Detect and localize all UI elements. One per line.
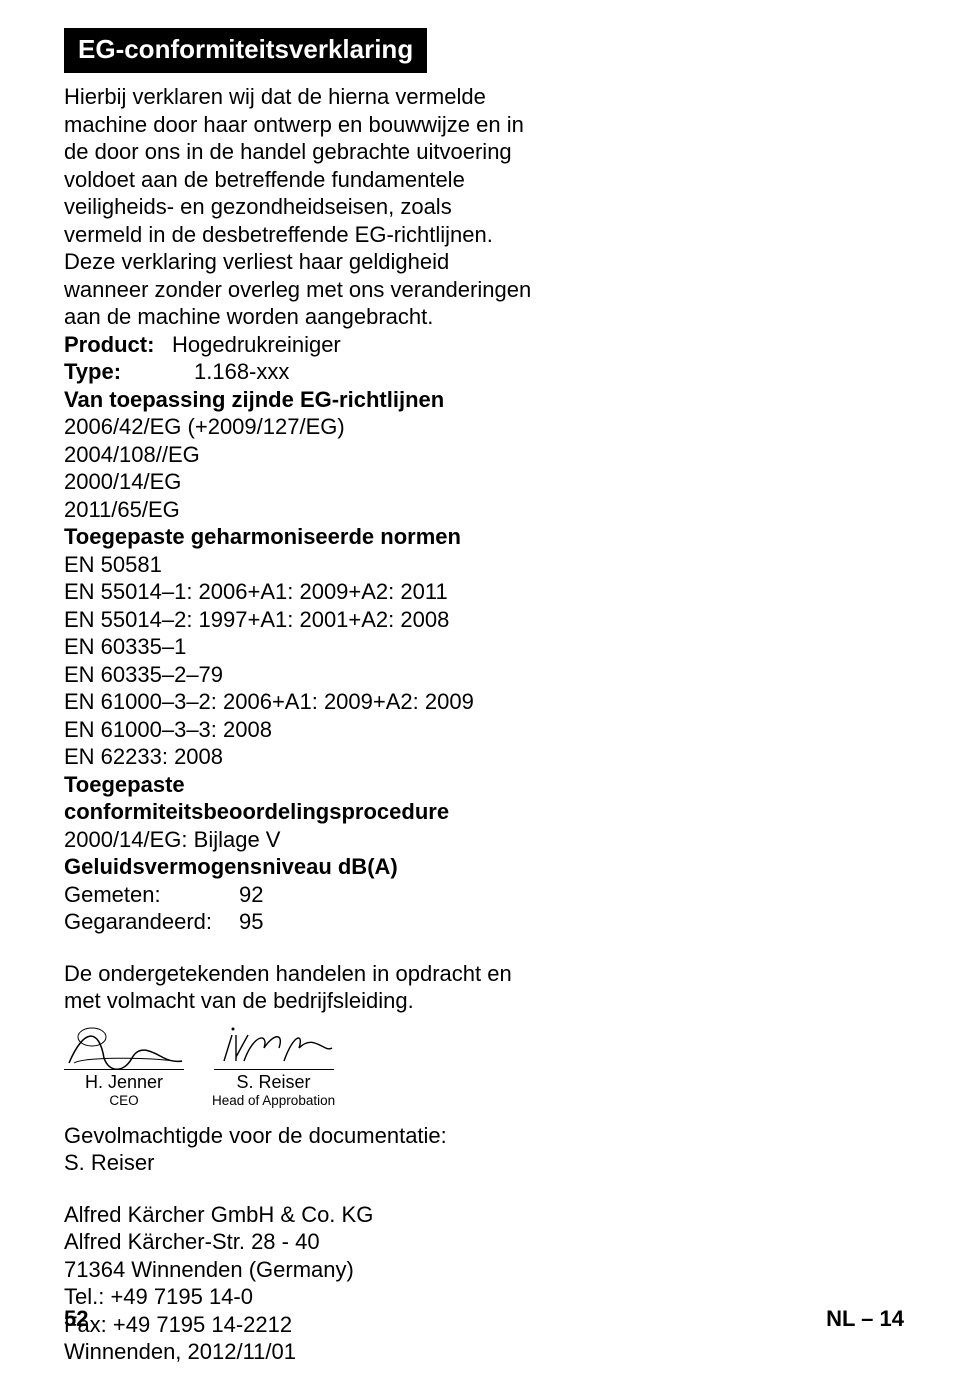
directive-item: 2000/14/EG	[64, 468, 534, 496]
signature-row: H. Jenner CEO S. Reiser Head of Approbat…	[64, 1023, 534, 1110]
guaranteed-label: Gegarandeerd:	[64, 908, 239, 936]
signature-right: S. Reiser Head of Approbation	[212, 1023, 335, 1110]
directives-label: Van toepassing zijnde EG-richtlijnen	[64, 386, 534, 414]
norm-item: EN 60335–1	[64, 633, 534, 661]
address-line: 71364 Winnenden (Germany)	[64, 1256, 534, 1284]
signer-name: H. Jenner	[64, 1069, 184, 1094]
doc-rep-name: S. Reiser	[64, 1149, 534, 1177]
norm-item: EN 62233: 2008	[64, 743, 534, 771]
type-value: 1.168-xxx	[194, 358, 289, 386]
signature-left: H. Jenner CEO	[64, 1023, 184, 1110]
proc-value: 2000/14/EG: Bijlage V	[64, 826, 534, 854]
sound-label: Geluidsvermogensniveau dB(A)	[64, 853, 534, 881]
type-label: Type:	[64, 358, 194, 386]
product-label: Product:	[64, 331, 172, 359]
norm-item: EN 61000–3–2: 2006+A1: 2009+A2: 2009	[64, 688, 534, 716]
norm-item: EN 60335–2–79	[64, 661, 534, 689]
signer-name: S. Reiser	[214, 1069, 334, 1094]
section-heading: EG-conformiteitsverklaring	[64, 28, 427, 73]
page-footer: 52 NL – 14	[64, 1306, 904, 1332]
signature-icon	[64, 1023, 184, 1069]
norm-item: EN 55014–1: 2006+A1: 2009+A2: 2011	[64, 578, 534, 606]
measured-label: Gemeten:	[64, 881, 239, 909]
doc-rep-label: Gevolmachtigde voor de documentatie:	[64, 1122, 534, 1150]
page-number: 52	[64, 1306, 88, 1332]
signer-title: Head of Approbation	[212, 1093, 335, 1110]
address-line: Alfred Kärcher-Str. 28 - 40	[64, 1228, 534, 1256]
signer-title: CEO	[109, 1093, 138, 1110]
product-value: Hogedrukreiniger	[172, 331, 341, 359]
signature-icon	[214, 1023, 334, 1069]
directive-item: 2006/42/EG (+2009/127/EG)	[64, 413, 534, 441]
directive-item: 2011/65/EG	[64, 496, 534, 524]
measured-value: 92	[239, 881, 263, 909]
mandate-text: De ondergetekenden handelen in opdracht …	[64, 960, 534, 1015]
norms-label: Toegepaste geharmoniseerde normen	[64, 523, 534, 551]
address-line: Alfred Kärcher GmbH & Co. KG	[64, 1201, 534, 1229]
guaranteed-value: 95	[239, 908, 263, 936]
lang-marker: NL – 14	[826, 1306, 904, 1332]
intro-text: Hierbij verklaren wij dat de hierna verm…	[64, 83, 534, 331]
directive-item: 2004/108//EG	[64, 441, 534, 469]
norm-item: EN 61000–3–3: 2008	[64, 716, 534, 744]
proc-label: Toegepaste conformiteitsbeoordelingsproc…	[64, 771, 534, 826]
norm-item: EN 50581	[64, 551, 534, 579]
address-line: Winnenden, 2012/11/01	[64, 1338, 534, 1366]
norm-item: EN 55014–2: 1997+A1: 2001+A2: 2008	[64, 606, 534, 634]
